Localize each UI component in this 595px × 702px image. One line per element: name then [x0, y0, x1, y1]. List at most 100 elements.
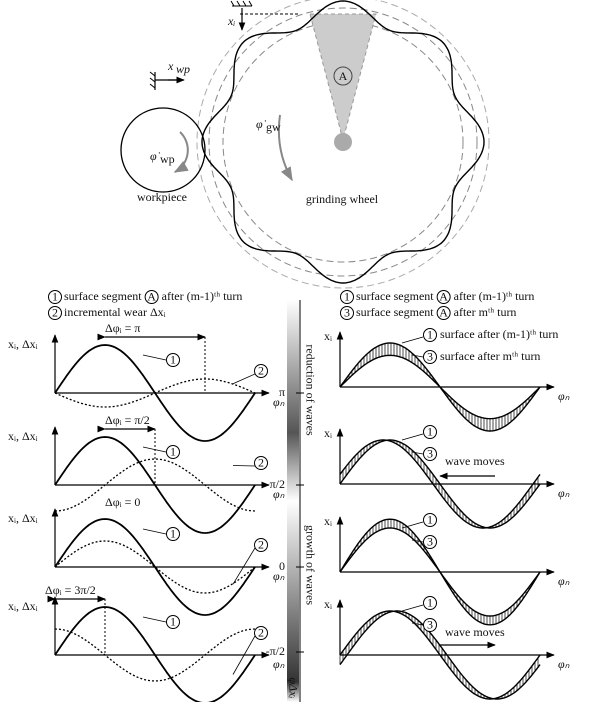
note: surface after (m-1)ᵗʰ turn	[440, 327, 558, 341]
y-label: xᵢ	[324, 597, 332, 611]
marker-circle	[254, 456, 268, 470]
workpiece-circle	[120, 107, 206, 193]
marker-number: A	[147, 289, 156, 303]
hatch	[342, 343, 539, 431]
marker-circle	[436, 306, 451, 320]
leader	[401, 433, 424, 441]
x-label: φₙ	[273, 569, 285, 583]
marker-number: 2	[258, 537, 264, 551]
x-label: φₙ	[273, 657, 285, 671]
phase-tick-label: -π/2	[266, 644, 285, 658]
phase-label: reduction of waves	[303, 344, 317, 436]
surface-curve	[339, 439, 541, 529]
surface-curve	[54, 518, 256, 616]
leader	[411, 451, 424, 455]
x-label: φₙ	[558, 657, 570, 671]
marker-circle	[166, 353, 180, 367]
marker-number: A	[439, 305, 448, 319]
label: φ̇	[150, 149, 161, 163]
marker-circle	[340, 290, 354, 304]
marker-number: 1	[427, 424, 433, 438]
ground	[230, 0, 253, 7]
marker-number: 3	[427, 446, 433, 460]
label: wp	[160, 152, 175, 166]
marker-circle	[423, 596, 437, 610]
note: surface after mᵗʰ turn	[440, 349, 540, 363]
marker-number: 1	[427, 512, 433, 526]
marker-circle	[436, 290, 451, 304]
marker-circle	[254, 538, 268, 552]
wear-curve	[54, 628, 256, 682]
phase-bar	[287, 300, 299, 702]
marker-number: 2	[52, 305, 58, 319]
marker-number: 1	[170, 352, 176, 366]
surface-curve	[54, 606, 256, 702]
note: wave moves	[445, 454, 505, 468]
marker-number: 1	[427, 595, 433, 609]
y-label: xᵢ, Δxᵢ	[8, 511, 38, 525]
y-label: xᵢ, Δxᵢ	[8, 599, 38, 613]
marker-circle	[48, 306, 62, 320]
leader	[401, 521, 424, 529]
wheel-profile	[201, 0, 485, 284]
marker-circle	[340, 306, 354, 320]
leader	[401, 604, 424, 612]
leader	[401, 336, 424, 344]
label: xᵢ	[227, 14, 235, 28]
y-label: xᵢ, Δxᵢ	[8, 337, 38, 351]
legend-text: surface segment	[356, 289, 434, 303]
gw-rotation	[277, 114, 293, 182]
leader	[142, 528, 167, 535]
surface-curve	[339, 439, 541, 529]
y-label: xᵢ, Δxᵢ	[8, 429, 38, 443]
phase-axis-label: φΔxᵢ	[286, 678, 300, 699]
wheel-diagram: xᵢ x wp φ̇ wp φ̇ gw A workpiece grinding…	[120, 0, 490, 289]
label: A	[339, 69, 348, 83]
marker-number: 3	[427, 349, 433, 363]
leader	[411, 539, 424, 543]
leader	[142, 354, 167, 361]
marker-circle	[423, 425, 437, 439]
legend-text: incremental wear Δxᵢ	[64, 305, 166, 319]
marker-circle	[166, 527, 180, 541]
surface-curve	[339, 354, 541, 420]
x-label: φₙ	[273, 487, 285, 501]
label: φ̇	[256, 117, 267, 131]
leader	[232, 547, 256, 585]
marker-circle	[423, 513, 437, 527]
marker-number: 1	[427, 327, 433, 341]
marker-number: A	[439, 289, 448, 303]
label: x	[167, 59, 174, 73]
surface-curve	[339, 610, 541, 700]
marker-number: 1	[170, 526, 176, 540]
leader	[142, 446, 167, 453]
surface-curve	[54, 436, 256, 534]
legend-text: surface segment	[64, 289, 142, 303]
phase-label: growth of waves	[303, 525, 317, 605]
wear-curve	[54, 458, 256, 512]
delta-label: Δφᵢ = 3π/2	[45, 583, 96, 597]
marker-number: 3	[344, 305, 350, 319]
wp-rotation	[173, 131, 189, 173]
hatch	[342, 519, 539, 625]
marker-circle	[254, 626, 268, 640]
delta-label: Δφᵢ = 0	[105, 495, 140, 509]
delta-label: Δφᵢ = π	[105, 321, 140, 335]
x-label: φₙ	[558, 574, 570, 588]
marker-circle	[254, 364, 268, 378]
marker-number: 1	[170, 614, 176, 628]
marker-number: 1	[170, 444, 176, 458]
phase-tick-label: π	[279, 385, 285, 399]
marker-number: 3	[427, 534, 433, 548]
leader	[142, 616, 167, 623]
marker-number: 2	[258, 363, 264, 377]
delta-label: Δφᵢ = π/2	[105, 413, 150, 427]
marker-circle	[166, 445, 180, 459]
marker-circle	[144, 290, 159, 304]
marker-number: 3	[427, 617, 433, 631]
leader	[411, 354, 424, 358]
marker-circle	[166, 615, 180, 629]
segment-wedge	[309, 13, 377, 142]
y-label: xᵢ	[324, 514, 332, 528]
